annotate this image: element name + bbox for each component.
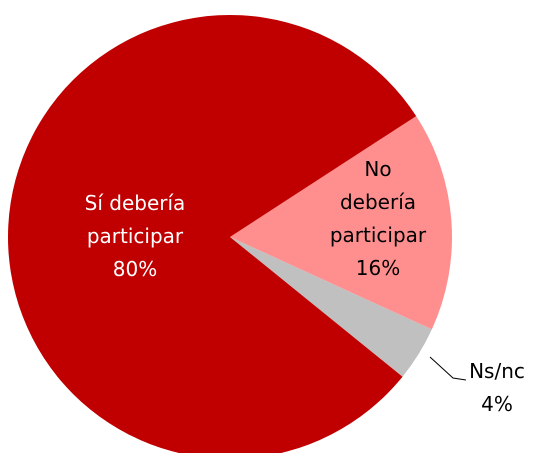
pie-slice: [8, 15, 417, 457]
slice-value-label: 16%: [356, 256, 400, 280]
pie-slice: [230, 237, 432, 377]
slice-value-label: 80%: [113, 257, 157, 281]
slice-label: Ns/nc: [469, 359, 525, 383]
slice-value-label: 4%: [481, 392, 513, 416]
leader-line: [429, 356, 467, 381]
slice-label: No debería participar: [330, 157, 427, 247]
pie-slice: [230, 116, 452, 330]
slice-label: Sí debería participar: [85, 191, 186, 248]
